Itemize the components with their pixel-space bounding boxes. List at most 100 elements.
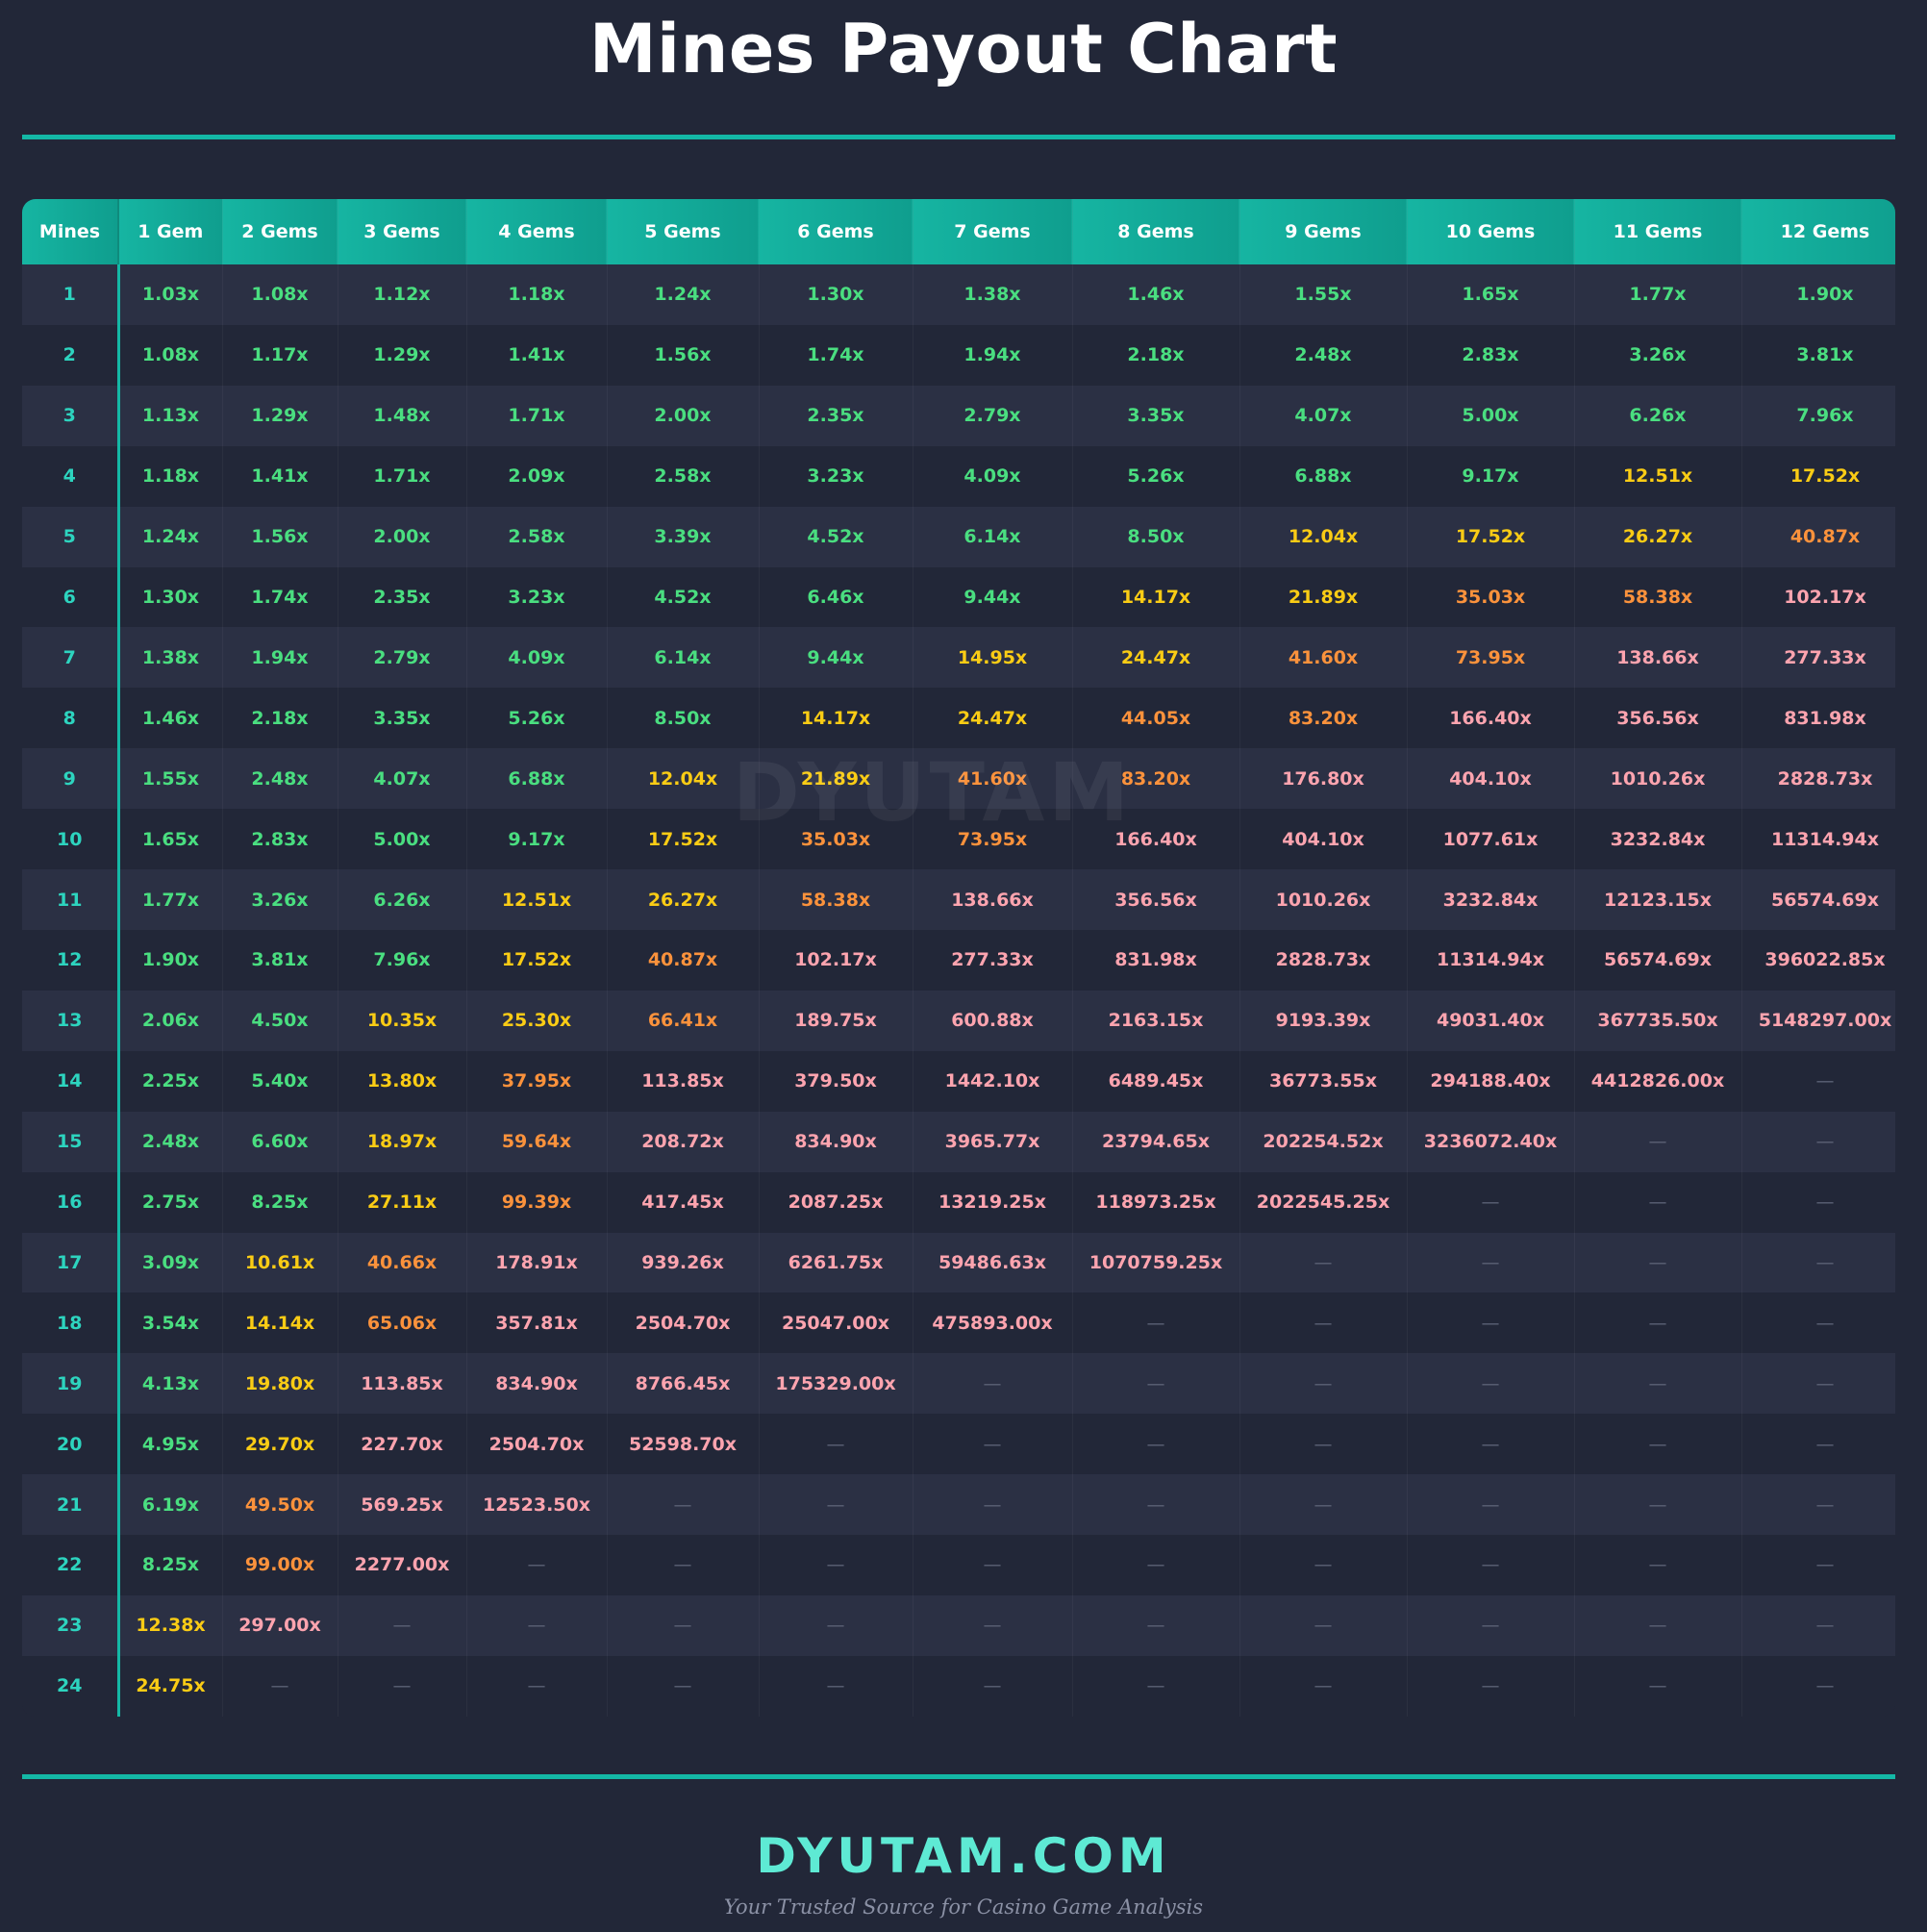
table-row: 14 2.25x 5.40x 13.80x 37.95x 113.85x 379.50x 14… <box>22 1050 1895 1112</box>
empty-cell: — <box>1407 1474 1575 1536</box>
payout-cell: 2.00x <box>607 385 760 446</box>
payout-cell: 17.52x <box>1407 506 1575 567</box>
payout-cell: 9.17x <box>466 809 608 870</box>
payout-cell: 404.10x <box>1407 748 1575 810</box>
payout-cell: 4.07x <box>1239 385 1408 446</box>
payout-cell: 1.74x <box>759 324 913 386</box>
mines-count-cell: 24 <box>22 1655 120 1717</box>
payout-cell: 3232.84x <box>1407 869 1575 930</box>
payout-cell: 8.25x <box>222 1171 338 1233</box>
empty-cell: — <box>759 1474 913 1536</box>
table-row: 23 12.38x 297.00x — — — — — — — — — — <box>22 1594 1895 1656</box>
payout-cell: 1070759.25x <box>1072 1232 1240 1293</box>
payout-cell: 1.77x <box>118 869 223 930</box>
payout-cell: 1.41x <box>222 445 338 507</box>
payout-cell: 65.06x <box>338 1292 467 1354</box>
empty-cell: — <box>1239 1535 1408 1595</box>
payout-cell: 2828.73x <box>1239 929 1408 991</box>
payout-cell: 1.90x <box>118 929 223 991</box>
payout-cell: 59486.63x <box>913 1232 1073 1293</box>
empty-cell: — <box>1574 1474 1742 1536</box>
payout-cell: 1010.26x <box>1239 869 1408 930</box>
mines-count-cell: 20 <box>22 1414 120 1475</box>
empty-cell: — <box>1407 1232 1575 1293</box>
empty-cell: — <box>222 1655 338 1717</box>
payout-cell: 357.81x <box>466 1292 608 1354</box>
payout-cell: 6.26x <box>338 869 467 930</box>
payout-cell: 1.38x <box>118 627 223 689</box>
payout-cell: 6.26x <box>1574 385 1742 446</box>
payout-cell: 1.65x <box>118 809 223 870</box>
empty-cell: — <box>1574 1171 1742 1233</box>
payout-cell: 2.18x <box>222 688 338 749</box>
payout-cell: 297.00x <box>222 1594 338 1656</box>
empty-cell: — <box>1574 1414 1742 1475</box>
payout-cell: 1.55x <box>1239 264 1408 325</box>
payout-cell: 14.17x <box>1072 566 1240 628</box>
payout-cell: 5.26x <box>1072 445 1240 507</box>
payout-cell: 6.19x <box>118 1474 223 1536</box>
payout-cell: 294188.40x <box>1407 1050 1575 1112</box>
payout-cell: 6.14x <box>913 506 1073 567</box>
payout-cell: 1.46x <box>1072 264 1240 325</box>
payout-cell: 1.24x <box>607 264 760 325</box>
payout-cell: 1.29x <box>222 385 338 446</box>
payout-cell: 73.95x <box>913 809 1073 870</box>
payout-cell: 831.98x <box>1072 929 1240 991</box>
mines-count-cell: 22 <box>22 1535 120 1595</box>
column-header: 4 Gems <box>466 199 608 264</box>
payout-cell: 2.75x <box>118 1171 223 1233</box>
empty-cell: — <box>338 1655 467 1717</box>
payout-cell: 25.30x <box>466 990 608 1051</box>
empty-cell: — <box>1239 1474 1408 1536</box>
payout-cell: 2.48x <box>1239 324 1408 386</box>
payout-cell: 356.56x <box>1574 688 1742 749</box>
payout-cell: 600.88x <box>913 990 1073 1051</box>
empty-cell: — <box>607 1474 760 1536</box>
payout-cell: 7.96x <box>1741 385 1895 446</box>
table-row: 6 1.30x 1.74x 2.35x 3.23x 4.52x 6.46x 9.44x 14.1… <box>22 566 1895 628</box>
payout-cell: 118973.25x <box>1072 1171 1240 1233</box>
payout-cell: 8.50x <box>607 688 760 749</box>
empty-cell: — <box>759 1535 913 1595</box>
top-divider <box>22 135 1895 139</box>
payout-cell: 569.25x <box>338 1474 467 1536</box>
empty-cell: — <box>1407 1655 1575 1717</box>
mines-count-cell: 19 <box>22 1353 120 1415</box>
payout-cell: 9.44x <box>913 566 1073 628</box>
empty-cell: — <box>1741 1292 1895 1354</box>
empty-cell: — <box>1072 1594 1240 1656</box>
column-header: 5 Gems <box>607 199 760 264</box>
payout-cell: 4.50x <box>222 990 338 1051</box>
payout-cell: 3.39x <box>607 506 760 567</box>
payout-cell: 2.25x <box>118 1050 223 1112</box>
payout-cell: 6.46x <box>759 566 913 628</box>
payout-cell: 99.00x <box>222 1535 338 1595</box>
payout-cell: 176.80x <box>1239 748 1408 810</box>
empty-cell: — <box>1574 1232 1742 1293</box>
payout-cell: 56574.69x <box>1741 869 1895 930</box>
empty-cell: — <box>1741 1474 1895 1536</box>
payout-cell: 17.52x <box>466 929 608 991</box>
payout-cell: 18.97x <box>338 1111 467 1172</box>
empty-cell: — <box>1407 1414 1575 1475</box>
payout-cell: 49031.40x <box>1407 990 1575 1051</box>
payout-cell: 40.66x <box>338 1232 467 1293</box>
empty-cell: — <box>759 1414 913 1475</box>
page-title: Mines Payout Chart <box>588 10 1339 88</box>
empty-cell: — <box>466 1655 608 1717</box>
payout-cell: 3.81x <box>222 929 338 991</box>
payout-cell: 17.52x <box>607 809 760 870</box>
empty-cell: — <box>1239 1353 1408 1415</box>
empty-cell: — <box>1407 1594 1575 1656</box>
payout-cell: 10.61x <box>222 1232 338 1293</box>
column-header: 10 Gems <box>1407 199 1575 264</box>
payout-cell: 1.13x <box>118 385 223 446</box>
empty-cell: — <box>466 1535 608 1595</box>
payout-cell: 58.38x <box>1574 566 1742 628</box>
empty-cell: — <box>1239 1655 1408 1717</box>
payout-cell: 2.00x <box>338 506 467 567</box>
payout-cell: 5.00x <box>1407 385 1575 446</box>
payout-cell: 2.58x <box>466 506 608 567</box>
payout-cell: 21.89x <box>1239 566 1408 628</box>
